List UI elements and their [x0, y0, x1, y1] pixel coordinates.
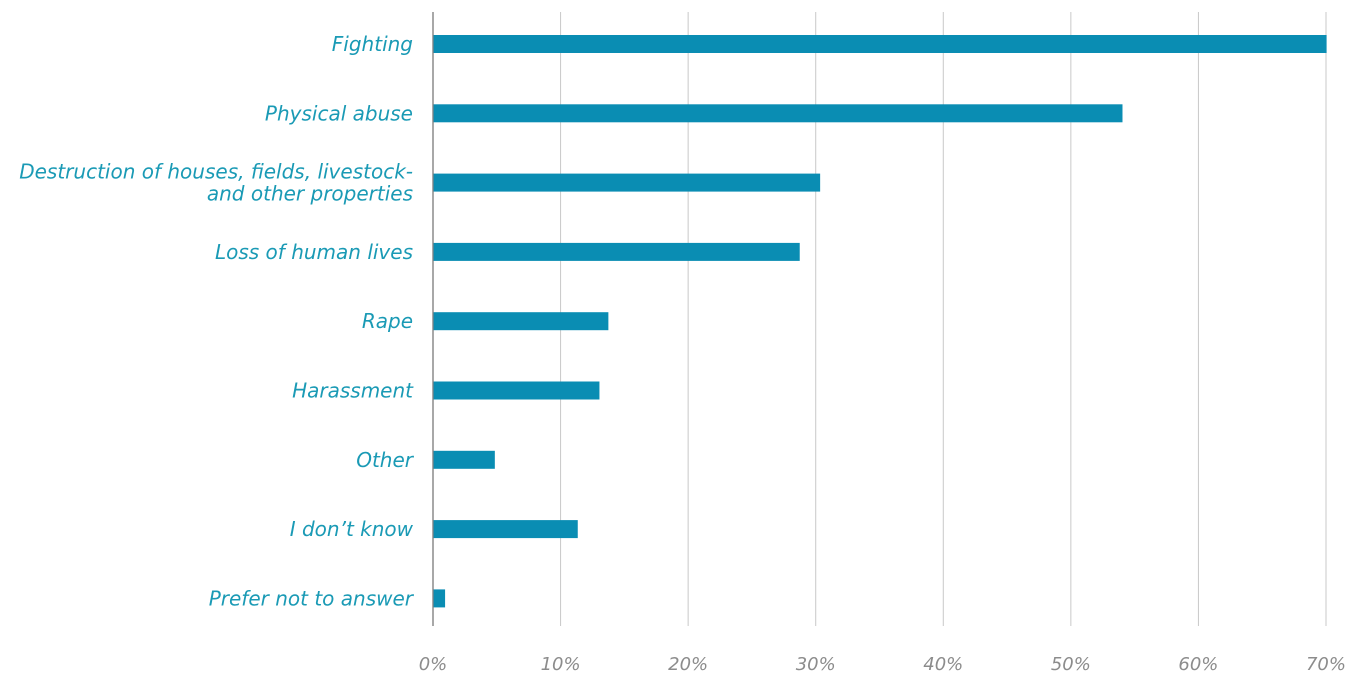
- category-label: I don’t know: [290, 517, 414, 541]
- bar: [433, 173, 821, 192]
- category-label-line: and other properties: [207, 182, 413, 206]
- bar: [433, 589, 446, 608]
- bar: [433, 312, 609, 331]
- x-tick-label: 60%: [1178, 654, 1218, 675]
- bar: [433, 520, 578, 539]
- category-label: Harassment: [292, 379, 414, 403]
- category-label-line: Destruction of houses, fields, livestock…: [19, 160, 413, 184]
- x-tick-label: 70%: [1306, 654, 1346, 675]
- category-label: Loss of human lives: [215, 240, 413, 264]
- x-tick-label: 40%: [923, 654, 963, 675]
- bar: [433, 242, 800, 261]
- bar: [433, 450, 495, 469]
- x-tick-label: 0%: [419, 654, 448, 675]
- category-label: Fighting: [332, 32, 413, 56]
- category-label: Destruction of houses, fields, livestock…: [19, 160, 413, 206]
- bar: [433, 35, 1327, 53]
- bar: [433, 381, 600, 400]
- x-tick-label: 10%: [541, 654, 581, 675]
- x-tick-label: 30%: [796, 654, 836, 675]
- x-tick-label: 50%: [1051, 654, 1091, 675]
- x-tick-label: 20%: [668, 654, 708, 675]
- category-label: Physical abuse: [265, 101, 413, 125]
- category-label: Other: [356, 448, 415, 472]
- bar: [433, 104, 1123, 123]
- category-label: Prefer not to answer: [209, 586, 415, 610]
- category-label: Rape: [362, 309, 413, 333]
